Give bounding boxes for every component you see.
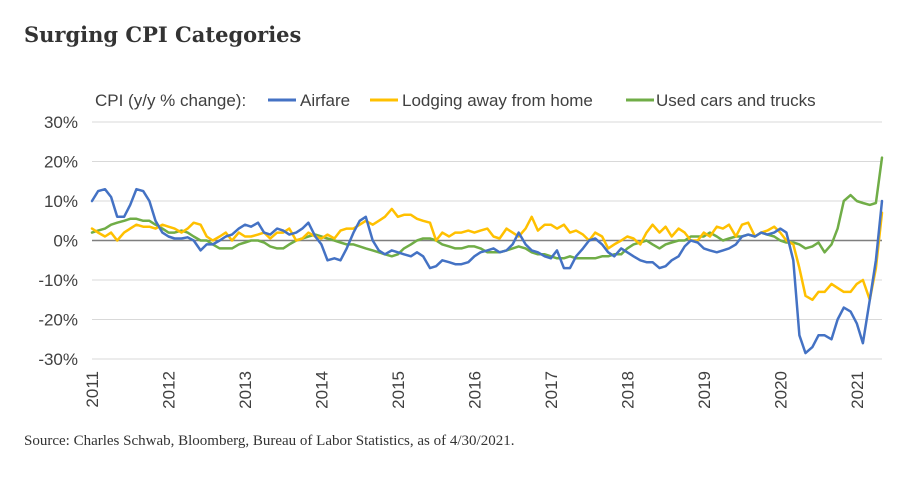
x-axis: 2011 2012 2013 2014 2015 2016 2017 2018 2019 2020… — [83, 371, 867, 409]
x-tick-label: 2017 — [542, 371, 561, 409]
x-tick-label: 2014 — [312, 371, 331, 409]
legend-label: Used cars and trucks — [656, 91, 816, 110]
y-tick-label: 10% — [44, 192, 78, 211]
x-tick-label: 2011 — [83, 371, 102, 408]
y-tick-label: -30% — [38, 350, 78, 369]
series-line-lodging-away-from-home — [90, 207, 884, 302]
chart-legend: CPI (y/y % change): Airfare Lodging away f… — [95, 91, 816, 110]
y-tick-label: 20% — [44, 153, 78, 172]
x-tick-label: 2012 — [159, 371, 178, 409]
y-axis: 30% 20% 10% 0% -10% -20% -30% — [38, 113, 78, 369]
y-tick-label: -10% — [38, 271, 78, 290]
x-tick-label: 2016 — [465, 371, 484, 409]
series-line-airfare — [90, 187, 884, 355]
legend-title: CPI (y/y % change): — [95, 91, 246, 110]
legend-label: Lodging away from home — [402, 91, 593, 110]
x-tick-label: 2013 — [236, 371, 255, 409]
x-tick-label: 2015 — [389, 371, 408, 409]
y-tick-label: -20% — [38, 311, 78, 330]
series-lines — [90, 156, 884, 355]
grid-lines — [92, 121, 882, 360]
legend-label: Airfare — [300, 91, 350, 110]
source-note: Source: Charles Schwab, Bloomberg, Burea… — [24, 433, 515, 449]
x-tick-label: 2019 — [695, 371, 714, 409]
y-tick-label: 30% — [44, 113, 78, 132]
page-title: Surging CPI Categories — [24, 22, 302, 47]
x-tick-label: 2020 — [771, 371, 790, 409]
x-tick-label: 2021 — [848, 371, 867, 409]
y-tick-label: 0% — [53, 232, 78, 251]
x-tick-label: 2018 — [618, 371, 637, 409]
